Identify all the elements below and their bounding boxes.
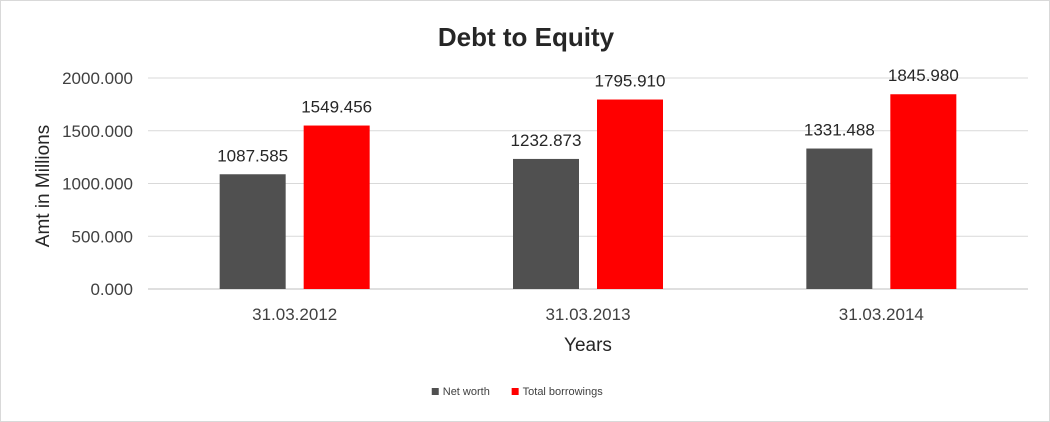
x-axis-title: Years	[564, 335, 612, 356]
x-tick-label: 31.03.2012	[252, 305, 337, 324]
y-tick-label: 500.000	[72, 227, 133, 246]
gridlines	[148, 77, 1028, 290]
y-tick-label: 2000.000	[62, 69, 133, 88]
data-label: 1845.980	[888, 66, 959, 85]
x-tick-label: 31.03.2014	[839, 305, 924, 324]
y-tick-label: 1000.000	[62, 175, 133, 194]
bar-net-worth	[219, 174, 286, 289]
legend-item: Total borrowings	[511, 386, 604, 398]
legend-label: Net worth	[443, 386, 490, 398]
data-label: 1795.910	[595, 72, 666, 91]
y-tick-label: 1500.000	[62, 122, 133, 141]
bar-total-borrowings	[890, 94, 957, 289]
data-label: 1549.456	[301, 98, 372, 117]
chart-title: Debt to Equity	[438, 22, 615, 52]
bar-total-borrowings	[303, 125, 370, 289]
legend: Net worth Total borrowings	[431, 386, 604, 398]
bar-total-borrowings	[597, 99, 663, 289]
y-axis-ticks: 0.000 500.000 1000.000 1500.000 2000.000	[62, 69, 133, 299]
y-axis-title: Amt in Millions	[33, 125, 54, 247]
bar-net-worth	[806, 148, 873, 289]
x-tick-label: 31.03.2013	[545, 305, 630, 324]
x-axis-ticks: 31.03.2012 31.03.2013 31.03.2014	[252, 305, 924, 324]
bars	[219, 94, 957, 289]
legend-swatch	[431, 388, 439, 395]
legend-label: Total borrowings	[523, 386, 604, 398]
data-labels: 1087.585 1549.456 1232.873 1795.910 1331.488…	[217, 66, 959, 165]
data-label: 1232.873	[511, 131, 582, 150]
data-label: 1331.488	[804, 121, 875, 140]
legend-swatch	[511, 388, 519, 395]
data-label: 1087.585	[217, 146, 288, 165]
legend-item: Net worth	[431, 386, 490, 398]
y-tick-label: 0.000	[90, 280, 133, 299]
bar-net-worth	[513, 158, 579, 289]
